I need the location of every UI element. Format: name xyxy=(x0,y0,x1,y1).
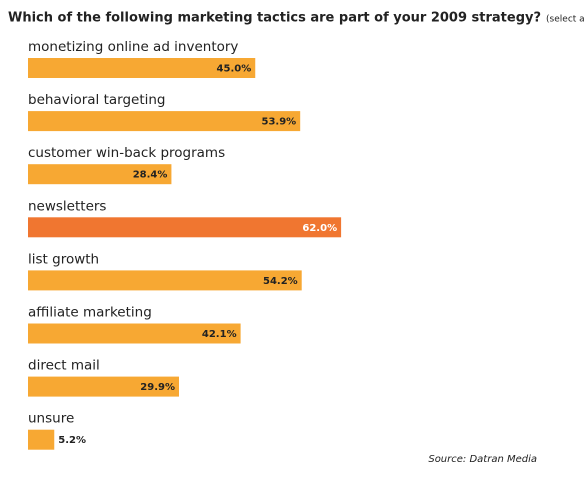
bar xyxy=(28,270,302,291)
bar xyxy=(28,111,301,132)
category-label: affiliate marketing xyxy=(28,305,152,321)
bar xyxy=(28,58,256,78)
source: Source: Datran Media xyxy=(428,454,537,465)
chart-subtitle: (select all that apply) xyxy=(546,15,585,25)
category-label: list growth xyxy=(28,251,99,267)
value-label: 62.0% xyxy=(302,223,337,234)
value-label: 54.2% xyxy=(263,276,298,287)
category-label: unsure xyxy=(28,411,74,427)
category-label: direct mail xyxy=(28,358,100,374)
bar xyxy=(28,164,172,185)
value-label: 5.2% xyxy=(58,435,86,446)
value-label: 28.4% xyxy=(133,170,168,181)
category-label: monetizing online ad inventory xyxy=(28,39,238,55)
bar xyxy=(28,217,342,238)
category-label: customer win-back programs xyxy=(28,145,225,161)
value-label: 42.1% xyxy=(202,329,237,340)
bar xyxy=(28,429,55,450)
value-label: 45.0% xyxy=(217,64,252,75)
bar xyxy=(28,376,179,397)
value-label: 29.9% xyxy=(140,382,175,393)
category-label: behavioral targeting xyxy=(28,92,166,108)
bar xyxy=(28,323,241,344)
chart-title: Which of the following marketing tactics… xyxy=(8,11,541,26)
category-label: newsletters xyxy=(28,198,106,214)
value-label: 53.9% xyxy=(261,117,296,128)
